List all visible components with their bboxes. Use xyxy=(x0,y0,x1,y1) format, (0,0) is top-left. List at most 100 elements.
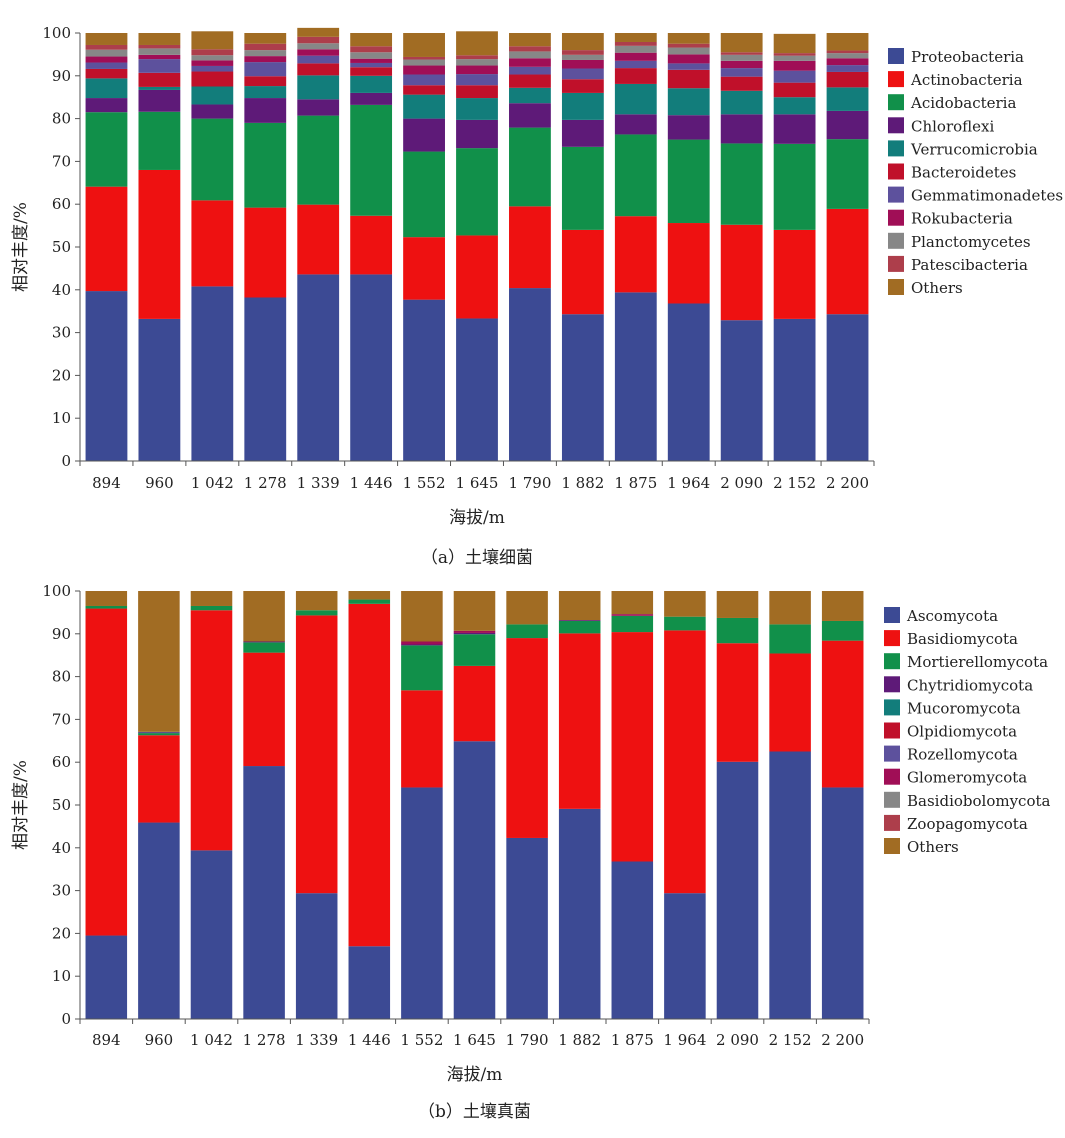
legend-swatch xyxy=(888,71,904,88)
legend-label: Actinobacteria xyxy=(910,71,1023,89)
bar-segment xyxy=(509,66,551,75)
bar-segment xyxy=(558,591,601,621)
bar-segment xyxy=(138,732,180,734)
x-tick-label: 1 552 xyxy=(400,1031,443,1049)
x-tick-label: 1 875 xyxy=(611,1031,654,1049)
bar-segment xyxy=(244,62,287,77)
x-tick-label: 894 xyxy=(92,474,121,492)
bar-segment xyxy=(401,591,443,642)
bar-segment xyxy=(826,110,869,140)
bar-segment xyxy=(769,653,811,752)
bar-segment xyxy=(403,56,445,60)
bar-segment xyxy=(85,608,128,936)
bar-segment xyxy=(350,92,393,105)
bar-segment xyxy=(667,54,710,64)
bar-segment xyxy=(773,229,816,319)
legend-label: Chytridiomycota xyxy=(907,676,1033,694)
bar-segment xyxy=(614,83,657,115)
bar-segment xyxy=(85,78,128,99)
bar-segment xyxy=(350,62,393,68)
bar-segment xyxy=(243,766,285,1019)
bar-segment xyxy=(85,98,128,113)
bar-segment xyxy=(773,33,816,54)
bar-segment xyxy=(295,610,338,616)
bar-segment xyxy=(558,633,601,809)
bar-segment xyxy=(243,642,285,653)
legend-swatch xyxy=(884,722,900,739)
bar-segment xyxy=(561,146,604,230)
bar-segment xyxy=(667,69,710,89)
y-tick-label: 90 xyxy=(52,67,71,85)
legend-swatch xyxy=(888,140,904,157)
legend-swatch xyxy=(888,186,904,203)
y-tick-label: 100 xyxy=(42,582,71,600)
bars xyxy=(85,27,869,461)
y-tick-label: 20 xyxy=(52,366,71,384)
y-tick-label: 70 xyxy=(52,710,71,728)
bar-segment xyxy=(611,614,654,616)
bar-segment xyxy=(244,56,287,63)
legend-swatch xyxy=(884,814,900,831)
bar-segment xyxy=(138,89,181,112)
bar-segment xyxy=(720,54,763,61)
bar-segment xyxy=(821,640,864,788)
bar-segment xyxy=(191,286,234,461)
x-tick-label: 2 200 xyxy=(821,1031,864,1049)
bar-segment xyxy=(720,114,763,144)
legend-label: Acidobacteria xyxy=(910,94,1016,112)
bar-segment xyxy=(85,62,128,69)
bar-segment xyxy=(297,204,340,275)
legend-swatch xyxy=(884,838,900,854)
legend: Proteobacteria Actinobacteria Acidobacteri… xyxy=(888,48,1063,297)
bar-segment xyxy=(506,638,548,838)
legend-label: Mucoromycota xyxy=(907,699,1021,717)
bar-segment xyxy=(138,33,181,45)
bar-segment xyxy=(350,215,393,275)
x-tick-label: 1 964 xyxy=(667,474,710,492)
bar-segment xyxy=(297,75,340,100)
bar-segment xyxy=(456,148,498,236)
bar-segment xyxy=(403,151,445,238)
bar-segment xyxy=(243,641,285,643)
bar-segment xyxy=(506,591,548,625)
x-tick-label: 1 964 xyxy=(663,1031,706,1049)
x-tick-label: 1 875 xyxy=(614,474,657,492)
bar-segment xyxy=(614,114,657,135)
x-tick-label: 2 090 xyxy=(716,1031,759,1049)
bar-segment xyxy=(85,56,128,63)
chart-caption: （b）土壤真菌 xyxy=(418,1101,531,1122)
bar-segment xyxy=(720,90,763,115)
bar-segment xyxy=(509,103,551,128)
bar-segment xyxy=(401,641,443,645)
bar-segment xyxy=(350,274,393,461)
bar-segment xyxy=(453,665,496,742)
bar-segment xyxy=(85,935,128,1019)
bar-segment xyxy=(667,139,710,224)
legend-label: Basidiomycota xyxy=(907,630,1018,648)
legend-swatch xyxy=(888,209,904,226)
y-axis-title: 相对丰度/% xyxy=(11,760,31,850)
bar-segment xyxy=(403,33,445,57)
bar-segment xyxy=(295,591,338,611)
legend-swatch xyxy=(884,745,900,762)
x-tick-label: 1 882 xyxy=(561,474,604,492)
bar-segment xyxy=(720,33,763,53)
bar-segment xyxy=(244,43,287,51)
bar-segment xyxy=(614,52,657,61)
bar-segment xyxy=(558,620,601,621)
bar-segment xyxy=(821,787,864,1019)
bar-segment xyxy=(401,690,443,788)
bar-segment xyxy=(85,33,128,45)
bar-segment xyxy=(191,65,234,72)
bar-segment xyxy=(769,751,811,1019)
bar-segment xyxy=(348,603,391,947)
bar-segment xyxy=(821,620,864,641)
legend-label: Zoopagomycota xyxy=(907,815,1028,833)
bar-segment xyxy=(611,861,654,1019)
x-tick-label: 1 552 xyxy=(403,474,446,492)
legend-label: Rozellomycota xyxy=(907,746,1018,764)
bar-segment xyxy=(244,86,287,99)
x-tick-label: 1 790 xyxy=(506,1031,549,1049)
legend-swatch xyxy=(888,255,904,272)
bar-segment xyxy=(667,33,710,44)
